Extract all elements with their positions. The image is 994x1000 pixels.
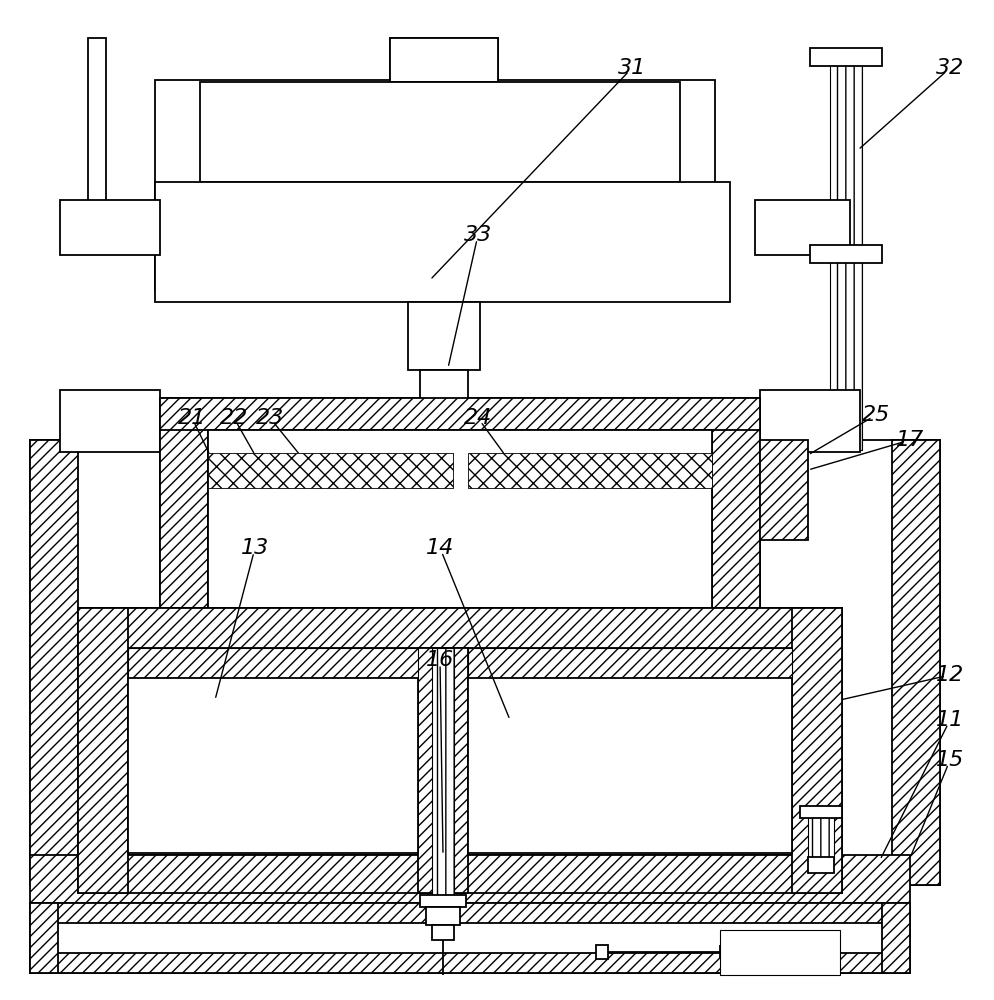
Bar <box>807 857 833 873</box>
Bar <box>712 398 759 608</box>
Bar <box>809 48 881 66</box>
Bar <box>155 182 730 302</box>
Bar <box>595 945 607 959</box>
Bar <box>720 930 839 975</box>
Bar <box>754 200 849 255</box>
Bar <box>467 453 712 488</box>
Bar <box>390 38 498 80</box>
Text: 12: 12 <box>935 665 963 685</box>
Bar <box>30 440 78 885</box>
Bar <box>891 440 939 885</box>
Bar <box>78 608 841 648</box>
Text: 31: 31 <box>617 58 645 78</box>
Text: 24: 24 <box>463 408 492 428</box>
Bar <box>78 855 841 893</box>
Text: 13: 13 <box>241 538 268 558</box>
Bar <box>467 648 791 678</box>
Bar <box>431 648 453 898</box>
Bar <box>759 440 939 885</box>
Bar <box>759 440 807 540</box>
Bar <box>417 648 467 893</box>
Text: 14: 14 <box>425 538 453 558</box>
Bar <box>78 608 128 893</box>
Text: 32: 32 <box>935 58 963 78</box>
Bar <box>881 903 910 973</box>
Bar <box>208 453 452 488</box>
Text: 33: 33 <box>463 225 492 245</box>
Bar <box>60 390 160 452</box>
Text: 22: 22 <box>220 408 248 428</box>
Bar <box>200 82 679 182</box>
Text: 25: 25 <box>861 405 890 425</box>
Bar <box>419 895 465 907</box>
Bar <box>160 398 759 608</box>
Bar <box>419 370 467 402</box>
Bar <box>78 608 841 893</box>
Bar <box>30 855 910 903</box>
Text: 11: 11 <box>935 710 963 730</box>
Bar <box>809 245 881 263</box>
Bar <box>30 953 910 973</box>
Bar <box>208 430 712 608</box>
Bar <box>408 302 479 370</box>
Bar <box>390 38 498 82</box>
Bar <box>807 810 833 860</box>
Bar <box>431 925 453 940</box>
Bar <box>30 903 58 973</box>
Bar <box>155 80 715 210</box>
Bar <box>829 60 861 450</box>
Bar <box>30 440 160 885</box>
Bar <box>128 678 417 853</box>
Bar <box>759 390 859 452</box>
Bar <box>799 806 841 818</box>
Text: 21: 21 <box>178 408 206 428</box>
Bar <box>155 210 715 290</box>
Bar <box>425 907 459 925</box>
Text: 17: 17 <box>895 430 923 450</box>
Bar <box>30 903 910 973</box>
Text: 15: 15 <box>935 750 963 770</box>
Bar <box>30 903 910 923</box>
Bar <box>208 488 712 608</box>
Text: 23: 23 <box>255 408 284 428</box>
Bar <box>160 398 759 430</box>
Bar <box>60 200 160 255</box>
Bar <box>87 38 106 208</box>
Bar <box>128 648 417 678</box>
Text: 16: 16 <box>425 650 453 670</box>
Bar <box>791 608 841 893</box>
Bar <box>467 678 791 853</box>
Bar <box>160 398 208 608</box>
